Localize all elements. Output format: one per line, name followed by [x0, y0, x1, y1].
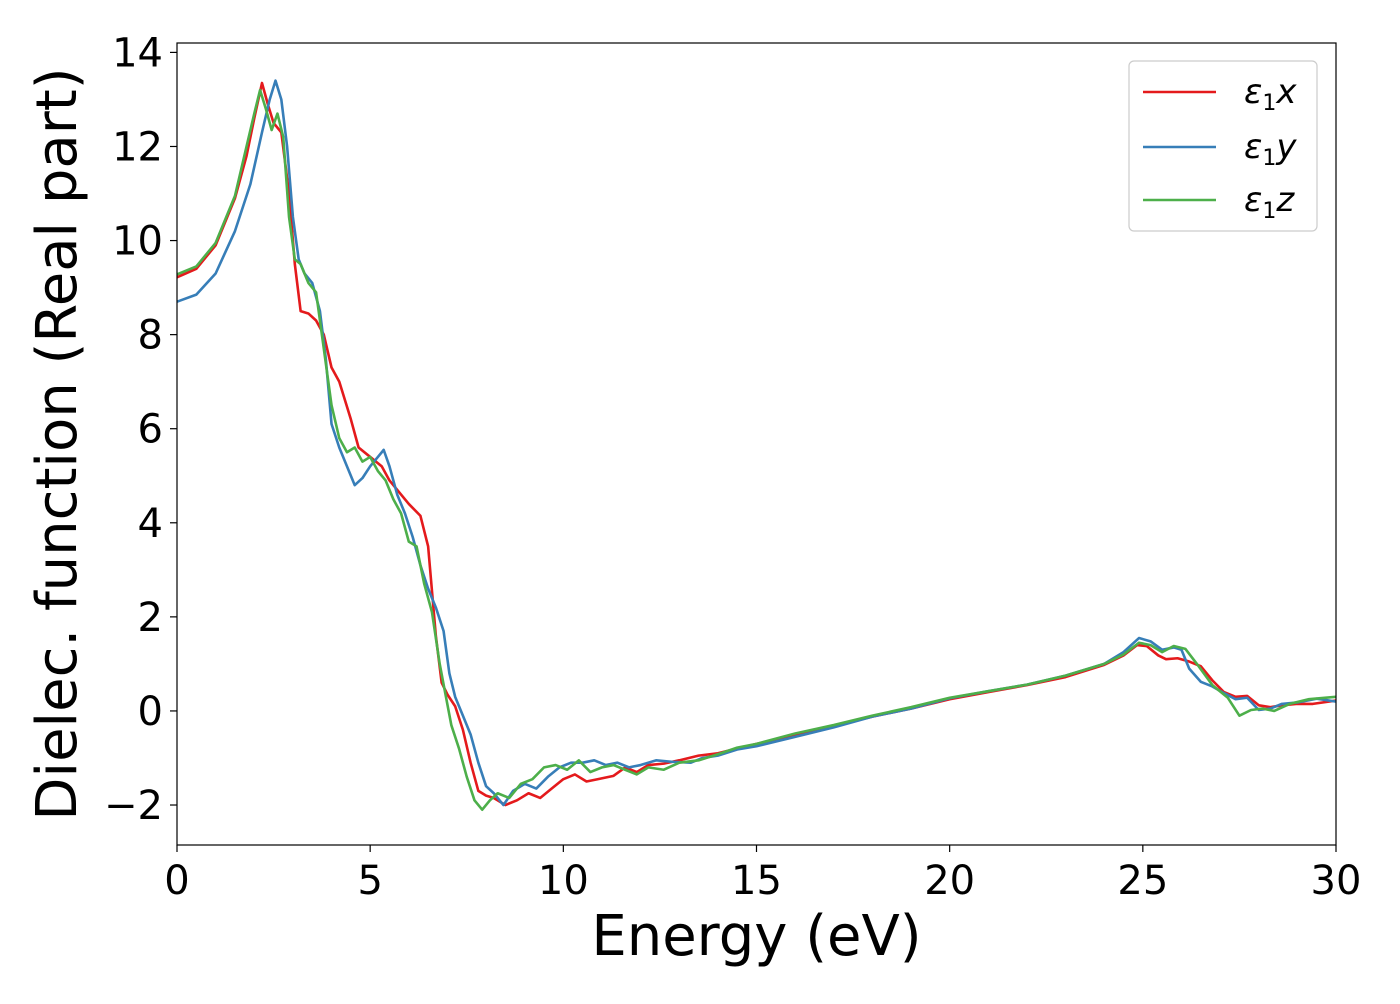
- y-tick-label: 10: [112, 219, 163, 265]
- x-tick-label: 5: [357, 858, 382, 904]
- y-tick-label: 14: [112, 30, 163, 76]
- legend-box: [1128, 60, 1318, 232]
- x-axis-label: Energy (eV): [591, 904, 921, 969]
- series-line-x: [177, 81, 1336, 807]
- x-tick-label: 15: [731, 858, 782, 904]
- y-axis-label: Dielec. function (Real part): [25, 67, 90, 820]
- y-tick-label: 6: [138, 407, 163, 453]
- y-tick-label: 0: [138, 689, 163, 735]
- y-axis-ticks: −2 0 2 4 6 8 10 12 14: [104, 30, 177, 829]
- y-tick-label: 4: [138, 501, 163, 547]
- series-layer: [177, 79, 1336, 812]
- y-tick-label: 12: [112, 124, 163, 170]
- y-tick-label: 2: [138, 595, 163, 641]
- x-tick-label: 30: [1311, 858, 1362, 904]
- legend-label-x: ε1x: [1244, 72, 1297, 116]
- x-axis-ticks: 0 5 10 15 20 25 30: [164, 845, 1361, 904]
- series-line-z: [177, 88, 1336, 812]
- y-tick-label: −2: [104, 783, 163, 829]
- x-tick-label: 25: [1117, 858, 1168, 904]
- legend: ε1x ε1y ε1z: [1128, 60, 1318, 232]
- x-tick-label: 0: [164, 858, 189, 904]
- legend-label-y: ε1y: [1244, 127, 1297, 171]
- x-tick-label: 10: [538, 858, 589, 904]
- y-tick-label: 8: [138, 313, 163, 359]
- x-tick-label: 20: [924, 858, 975, 904]
- legend-label-z: ε1z: [1244, 180, 1295, 224]
